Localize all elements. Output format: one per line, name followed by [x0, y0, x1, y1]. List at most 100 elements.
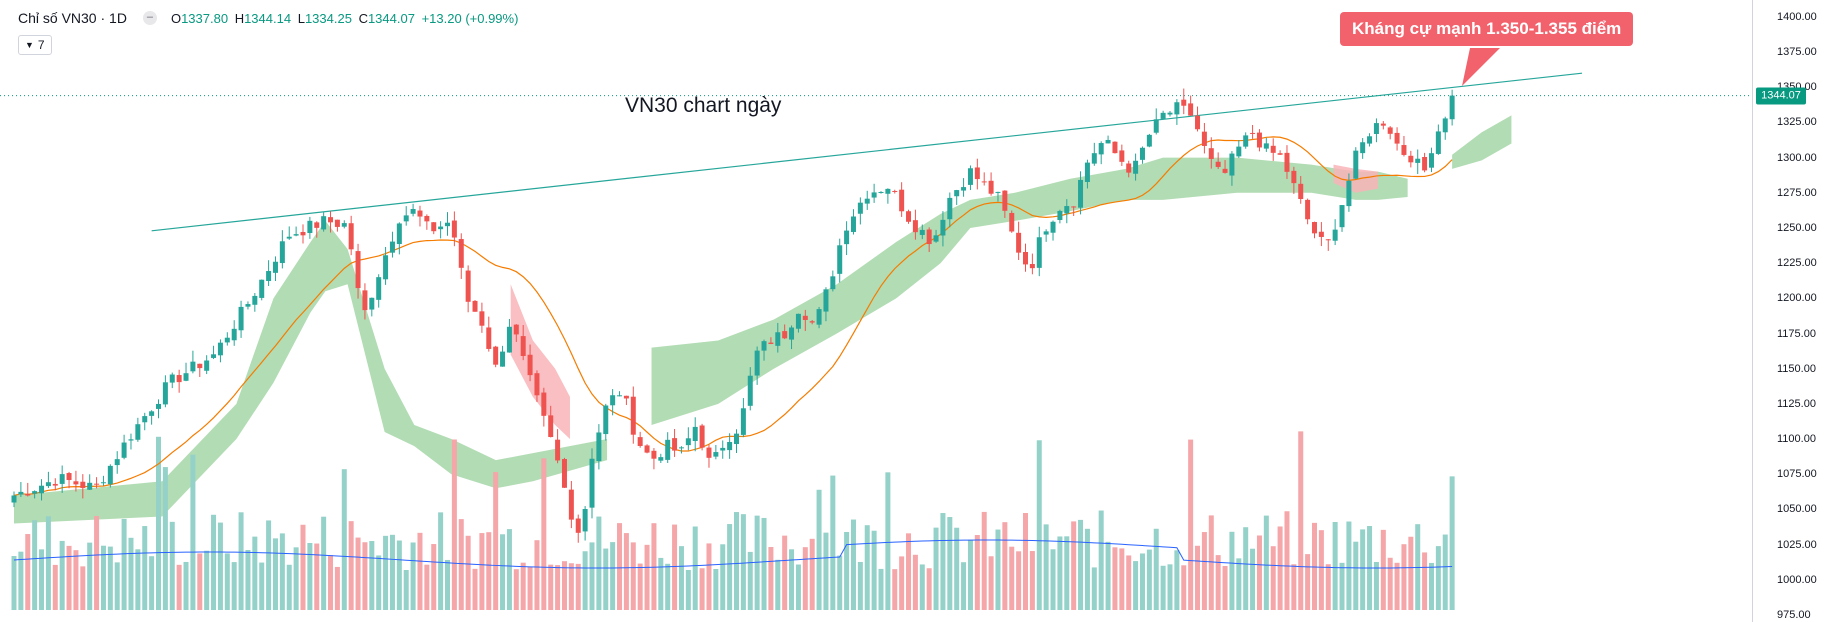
indicators-toggle-button[interactable]: ▼ 7	[18, 35, 52, 55]
volume-bar	[768, 546, 774, 610]
volume-bar	[1071, 521, 1077, 610]
volume-bar	[906, 533, 912, 610]
candle-body	[197, 363, 203, 369]
volume-bar	[252, 536, 258, 610]
volume-bar	[1332, 522, 1338, 610]
volume-bar	[954, 527, 960, 610]
candle-body	[451, 220, 457, 238]
volume-bar	[1119, 548, 1125, 610]
candle-body	[500, 351, 506, 367]
volume-bar	[59, 540, 65, 610]
volume-bar	[156, 436, 161, 610]
candle-body	[73, 481, 79, 485]
volume-bar	[1098, 510, 1104, 610]
candle-body	[1222, 168, 1228, 173]
candle-body	[637, 437, 643, 446]
candle-body	[740, 408, 746, 435]
candle-body	[217, 342, 223, 356]
candle-body	[389, 241, 395, 253]
candle-body	[1071, 206, 1077, 208]
candle-body	[1229, 153, 1235, 176]
candle-body	[1146, 134, 1152, 147]
candle-body	[1167, 112, 1173, 115]
candle-body	[293, 234, 299, 236]
candle-body	[52, 483, 58, 486]
ichimoku-cloud-future	[1452, 115, 1512, 169]
candle-body	[761, 341, 767, 351]
candle-body	[183, 373, 189, 381]
candle-body	[672, 438, 678, 451]
volume-bar	[782, 535, 788, 610]
volume-bar	[967, 539, 973, 610]
volume-bar	[988, 556, 994, 610]
symbol-title[interactable]: Chỉ số VN30 · 1D	[18, 10, 127, 26]
volume-bar	[947, 517, 953, 610]
volume-bar	[52, 564, 58, 610]
candle-body	[816, 309, 822, 325]
candle-body	[795, 313, 801, 329]
volume-bar	[204, 550, 210, 610]
volume-bar	[272, 538, 278, 610]
volume-bar	[383, 535, 389, 610]
candle-body	[892, 190, 898, 192]
candle-body	[424, 215, 430, 222]
candle-body	[245, 304, 251, 307]
candle-body	[1270, 145, 1276, 153]
candle-body	[45, 482, 51, 487]
candle-body	[1160, 112, 1166, 119]
volume-bar	[940, 513, 946, 610]
volume-bar	[39, 549, 45, 610]
price-tick: 1025.00	[1777, 538, 1817, 551]
candle-body	[204, 360, 210, 371]
candle-body	[1353, 150, 1359, 179]
resistance-callout[interactable]: Kháng cự mạnh 1.350-1.355 điểm	[1340, 12, 1634, 46]
candle-body	[1133, 160, 1139, 174]
candle-body	[1050, 221, 1056, 233]
volume-bar	[637, 563, 643, 610]
candle-body	[1201, 131, 1207, 146]
volume-bar	[1174, 550, 1180, 610]
volume-bar	[197, 553, 203, 610]
candle-body	[1256, 132, 1262, 148]
volume-bar	[844, 531, 850, 610]
volume-bar	[403, 569, 409, 610]
candle-body	[541, 392, 547, 416]
candle-body	[1119, 150, 1125, 162]
volume-bar	[279, 533, 285, 610]
ichimoku-cloud-bullish-2	[651, 157, 1408, 425]
legend-menu-icon[interactable]: –	[142, 11, 157, 25]
volume-bar	[1442, 534, 1448, 610]
candle-body	[80, 481, 86, 488]
price-tick: 1200.00	[1777, 292, 1817, 305]
candle-body	[678, 447, 684, 449]
volume-bar	[135, 549, 141, 610]
volume-bar	[451, 439, 457, 610]
candle-body	[919, 229, 925, 235]
volume-bar	[1312, 522, 1317, 610]
volume-bar	[18, 551, 24, 610]
volume-bar	[1449, 476, 1455, 610]
volume-bar	[720, 544, 726, 610]
volume-bar	[45, 516, 51, 610]
candle-body	[87, 482, 93, 490]
volume-bar	[465, 535, 471, 610]
volume-bar	[582, 551, 588, 610]
volume-bar	[1435, 546, 1441, 610]
symbol-legend: Chỉ số VN30 · 1D – O1337.80 H1344.14 L13…	[18, 10, 521, 26]
candle-body	[506, 326, 512, 353]
volume-bar	[314, 543, 320, 610]
volume-bar	[1043, 524, 1049, 610]
volume-bar	[513, 569, 519, 610]
candle-body	[912, 220, 918, 233]
volume-bar	[424, 564, 430, 610]
volume-bar	[245, 549, 251, 610]
candle-body	[534, 373, 540, 396]
price-tick: 1050.00	[1777, 503, 1817, 516]
candle-body	[341, 223, 347, 227]
volume-bar	[912, 554, 918, 610]
volume-bar	[541, 458, 547, 610]
candle-body	[135, 424, 141, 440]
candle-body	[1009, 212, 1015, 232]
volume-bar	[1057, 536, 1063, 610]
